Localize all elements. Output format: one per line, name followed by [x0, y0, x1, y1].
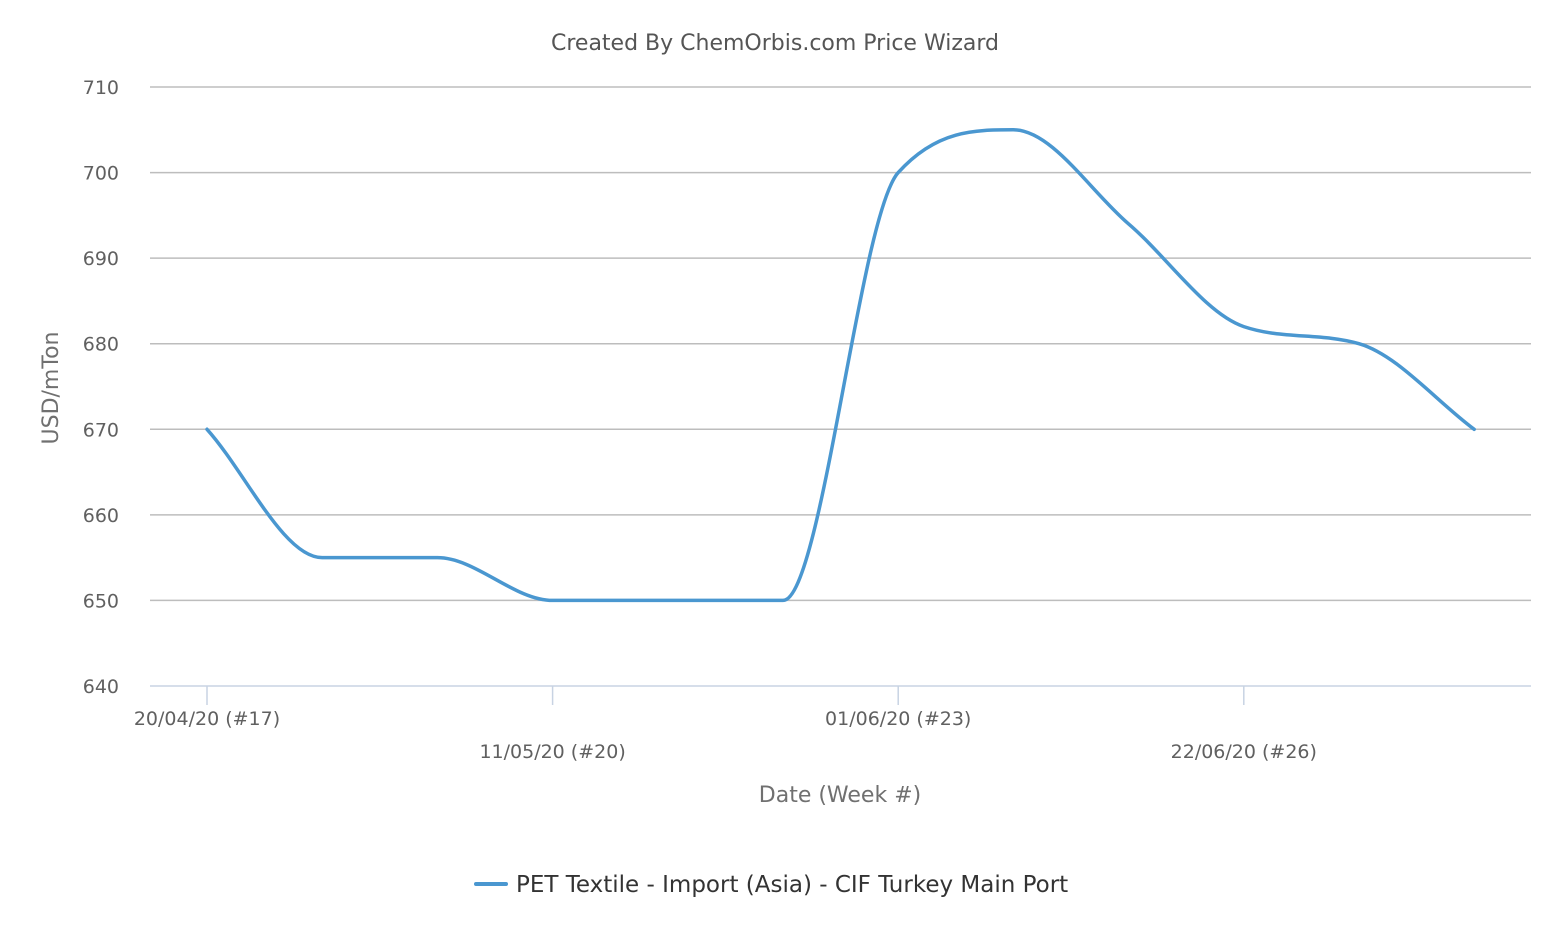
grid [150, 86, 1531, 602]
y-axis-title: USD/mTon [39, 332, 64, 445]
x-axis: 20/04/20 (#17) 11/05/20 (#20) 01/06/20 (#2… [134, 685, 1531, 763]
y-tick-label: 670 [83, 419, 119, 441]
series-line-pet-textile [205, 128, 1476, 603]
x-tick-label: 01/06/20 (#23) [825, 708, 971, 730]
y-tick-label: 700 [83, 163, 119, 185]
y-tick-label: 660 [83, 505, 119, 527]
x-axis-title: Date (Week #) [759, 783, 921, 808]
y-tick-label: 680 [83, 334, 119, 356]
x-tick-label: 11/05/20 (#20) [479, 741, 625, 763]
y-axis-ticks: 640 650 660 670 680 690 700 710 [83, 77, 119, 698]
chart-title: Created By ChemOrbis.com Price Wizard [551, 31, 999, 56]
y-tick-label: 650 [83, 590, 119, 612]
x-tick-label: 22/06/20 (#26) [1171, 741, 1317, 763]
y-tick-label: 710 [83, 77, 119, 99]
legend-label: PET Textile - Import (Asia) - CIF Turkey… [516, 872, 1068, 898]
legend[interactable]: PET Textile - Import (Asia) - CIF Turkey… [474, 872, 1068, 898]
series-group [205, 128, 1476, 603]
x-tick-label: 20/04/20 (#17) [134, 708, 280, 730]
y-tick-label: 690 [83, 248, 119, 270]
y-tick-label: 640 [83, 676, 119, 698]
